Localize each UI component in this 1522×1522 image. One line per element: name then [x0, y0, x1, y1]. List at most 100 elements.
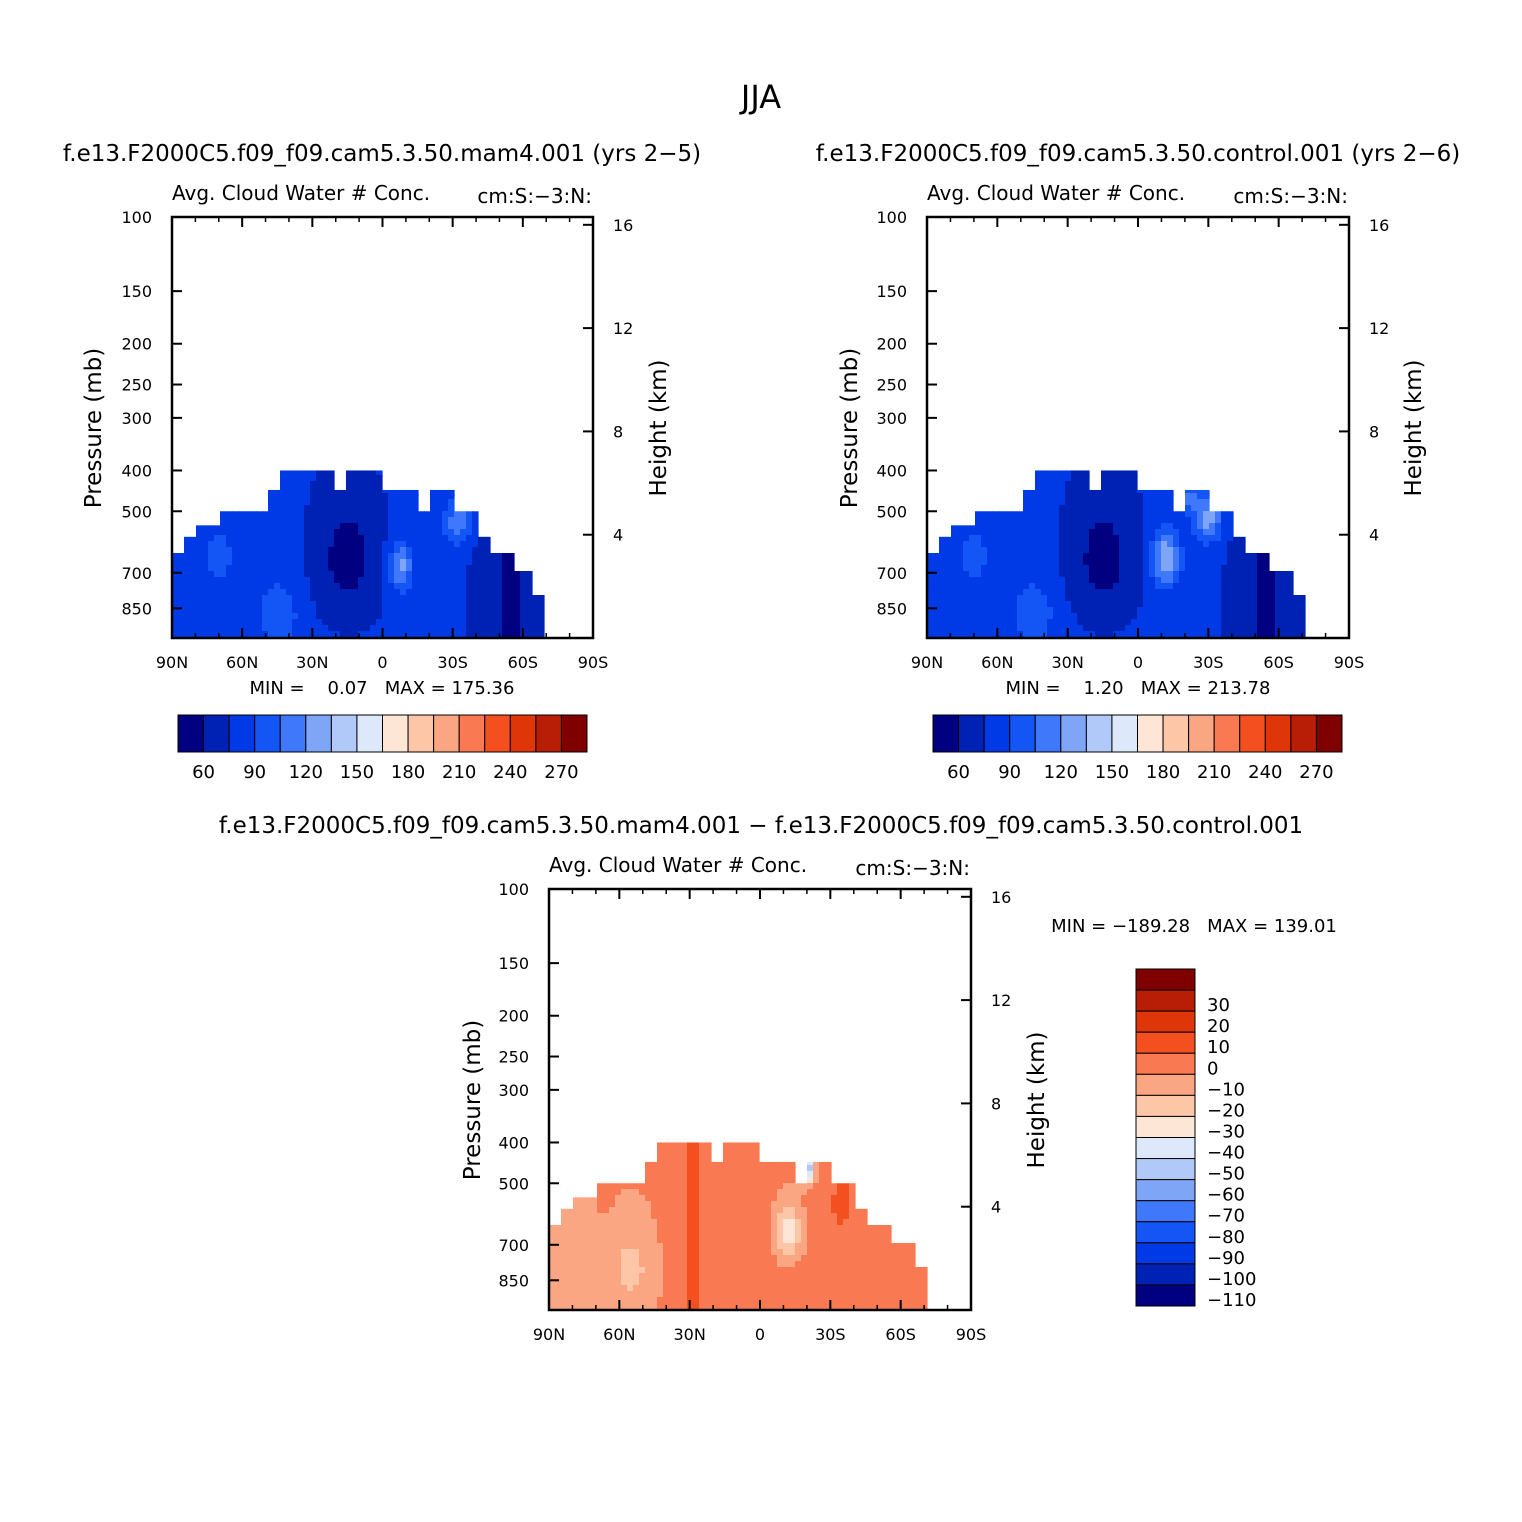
field-cell — [561, 1219, 568, 1226]
field-cell — [1065, 577, 1072, 584]
field-cell — [1281, 625, 1288, 632]
field-cell — [753, 1171, 760, 1178]
field-cell — [771, 1201, 778, 1208]
field-cell — [172, 571, 179, 578]
field-cell — [867, 1249, 874, 1256]
field-cell — [232, 565, 239, 572]
field-cell — [705, 1153, 712, 1160]
field-cell — [579, 1303, 586, 1310]
field-cell — [657, 1177, 664, 1184]
field-cell — [975, 517, 982, 524]
field-cell — [567, 1208, 574, 1216]
field-cell — [1155, 601, 1162, 608]
field-cell — [1071, 470, 1078, 478]
field-cell — [1083, 601, 1090, 608]
field-cell — [1083, 547, 1090, 554]
field-cell — [639, 1273, 646, 1280]
field-cell — [1221, 619, 1228, 626]
field-cell — [406, 607, 413, 614]
field-cell — [208, 559, 215, 566]
field-cell — [328, 470, 335, 478]
field-cell — [1071, 475, 1078, 482]
field-cell — [202, 541, 209, 548]
field-cell — [585, 1261, 592, 1268]
field-cell — [376, 470, 383, 478]
field-cell — [837, 1183, 844, 1190]
field-cell — [358, 619, 365, 626]
field-cell — [388, 595, 395, 602]
field-cell — [412, 613, 419, 620]
field-cell — [490, 607, 497, 614]
field-cell — [1017, 541, 1024, 548]
field-cell — [753, 1142, 760, 1150]
field-cell — [1059, 517, 1066, 524]
field-cell — [412, 583, 419, 590]
field-cell — [340, 553, 347, 560]
field-cell — [442, 583, 449, 590]
field-cell — [735, 1171, 742, 1178]
field-cell — [436, 565, 443, 572]
field-cell — [789, 1189, 796, 1196]
field-cell — [316, 475, 323, 482]
field-cell — [196, 583, 203, 590]
field-cell — [388, 589, 395, 596]
field-cell — [747, 1297, 754, 1304]
field-cell — [364, 595, 371, 602]
field-cell — [567, 1237, 574, 1244]
field-cell — [855, 1208, 862, 1216]
field-cell — [819, 1183, 826, 1190]
field-cell — [603, 1249, 610, 1256]
field-cell — [1071, 589, 1078, 596]
field-cell — [765, 1231, 772, 1238]
field-cell — [238, 529, 245, 536]
field-cell — [609, 1297, 616, 1304]
field-cell — [472, 601, 479, 608]
field-cell — [370, 565, 377, 572]
field-cell — [753, 1159, 760, 1166]
field-cell — [609, 1261, 616, 1268]
field-cell — [555, 1291, 562, 1298]
field-cell — [825, 1177, 832, 1184]
field-cell — [460, 577, 467, 584]
field-cell — [915, 1297, 922, 1304]
field-cell — [490, 565, 497, 572]
field-cell — [436, 595, 443, 602]
field-cell — [1257, 601, 1264, 608]
field-cell — [1161, 493, 1168, 500]
field-cell — [855, 1213, 862, 1220]
field-cell — [999, 559, 1006, 566]
field-cell — [999, 583, 1006, 590]
field-cell — [490, 601, 497, 608]
field-cell — [723, 1201, 730, 1208]
y-tick-label: 150 — [498, 954, 529, 973]
field-cell — [657, 1297, 664, 1304]
field-cell — [1089, 613, 1096, 620]
field-cell — [657, 1243, 664, 1250]
field-cell — [669, 1225, 676, 1232]
field-cell — [526, 577, 533, 584]
field-cell — [316, 571, 323, 578]
field-cell — [358, 487, 365, 494]
field-cell — [220, 619, 227, 626]
field-cell — [466, 565, 473, 572]
field-cell — [729, 1142, 736, 1150]
field-cell — [669, 1171, 676, 1178]
field-cell — [1221, 601, 1228, 608]
field-cell — [861, 1279, 868, 1286]
field-cell — [819, 1195, 826, 1202]
field-cell — [1209, 583, 1216, 590]
field-cell — [1161, 553, 1168, 560]
field-cell — [597, 1267, 604, 1274]
field-cell — [909, 1261, 916, 1268]
field-cell — [741, 1303, 748, 1310]
field-cell — [651, 1207, 658, 1214]
field-cell — [579, 1197, 586, 1204]
field-cell — [286, 589, 293, 596]
field-cell — [1227, 523, 1234, 530]
field-cell — [442, 529, 449, 536]
field-cell — [1041, 493, 1048, 500]
field-cell — [1173, 547, 1180, 554]
field-cell — [190, 619, 197, 626]
field-cell — [328, 571, 335, 578]
field-cell — [268, 601, 275, 608]
